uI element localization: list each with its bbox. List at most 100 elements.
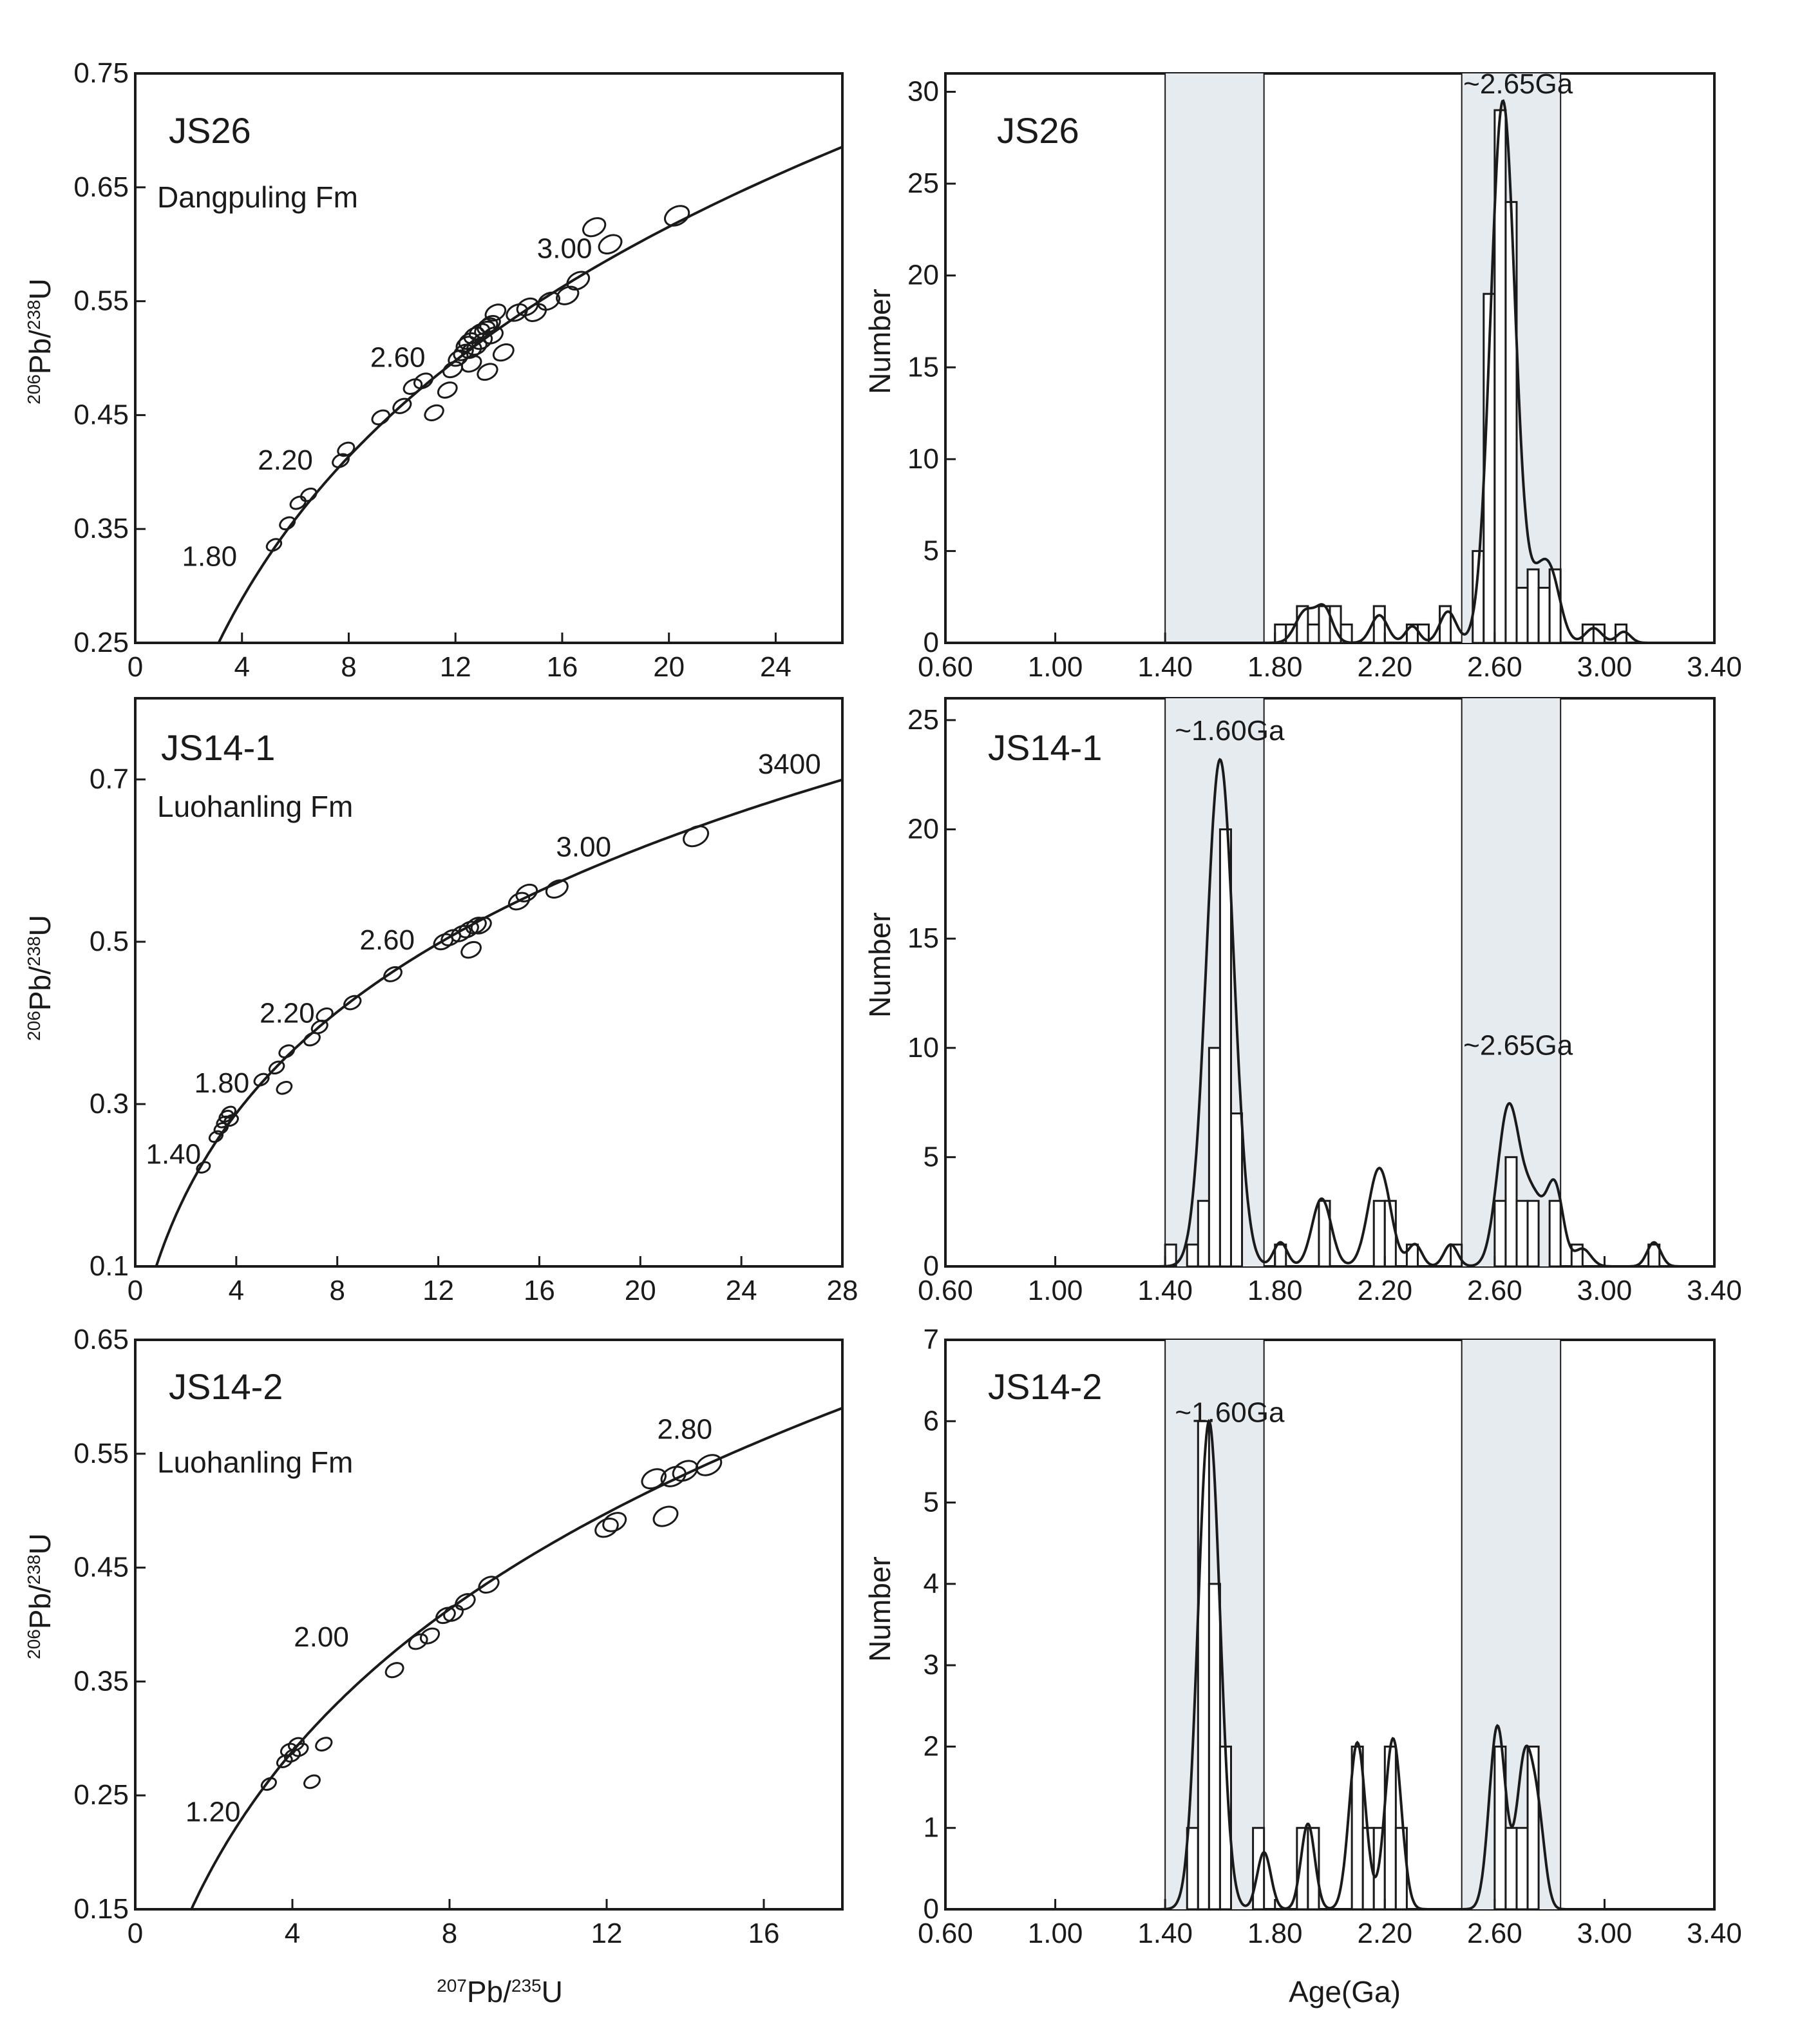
x-tick-label: 0.60 xyxy=(918,1918,973,1949)
age-label: 2.80 xyxy=(657,1413,712,1445)
plot-frame xyxy=(944,697,1716,1268)
y-axis-title: 206Pb/238U xyxy=(23,915,57,1041)
y-tick-label: 1 xyxy=(924,1812,939,1844)
histogram-bar xyxy=(1515,586,1529,643)
plot-frame xyxy=(134,1339,844,1911)
y-axis-title-post: U xyxy=(23,278,57,300)
plot-content xyxy=(155,778,842,1266)
x-tick-label: 3.40 xyxy=(1687,651,1742,683)
error-ellipse xyxy=(253,1073,270,1087)
histogram-bar xyxy=(1504,1827,1518,1909)
histogram-bar xyxy=(1548,1199,1562,1266)
x-tick-label: 16 xyxy=(524,1275,555,1306)
error-ellipse xyxy=(516,297,539,316)
plot-content xyxy=(1110,1340,1701,1909)
y-tick-label: 5 xyxy=(924,1487,939,1518)
error-ellipse xyxy=(276,1080,293,1095)
age-label: 3400 xyxy=(758,749,821,780)
error-ellipse xyxy=(303,1031,321,1047)
error-ellipse xyxy=(316,1007,334,1022)
y-tick-label: 5 xyxy=(924,1141,939,1172)
x-tick-label: 28 xyxy=(827,1275,858,1306)
error-ellipse xyxy=(287,1737,305,1751)
error-ellipse xyxy=(484,303,507,322)
error-ellipse xyxy=(291,1742,309,1757)
error-ellipse xyxy=(515,883,538,902)
y-axis-title-pre: 206 xyxy=(24,374,44,405)
error-ellipse xyxy=(545,879,569,899)
plot-area: 1.80 2.20 2.60 3.00 0 4 8 12 16 20 24 0.25 0.35 0.45 0… xyxy=(73,57,844,683)
error-ellipse xyxy=(265,538,283,552)
x-tick-label: 24 xyxy=(760,651,792,683)
error-ellipse xyxy=(303,1774,321,1789)
concordia-panel-js14-1: 1.40 1.80 2.20 2.60 3.00 3400 0 4 8 12 16 20 24 28 0.1… xyxy=(23,697,858,1306)
y-tick-label: 0.15 xyxy=(73,1893,129,1925)
error-ellipse xyxy=(455,1593,476,1611)
y-tick-label: 0.25 xyxy=(73,627,129,658)
x-axis-title: 207Pb/235U xyxy=(437,1975,563,2008)
plot-content xyxy=(1110,698,1701,1266)
concordia-curve xyxy=(189,1406,842,1909)
histogram-bar xyxy=(1186,1827,1199,1909)
histogram-bar xyxy=(1340,623,1353,643)
error-ellipse xyxy=(524,303,547,322)
y-tick-label: 20 xyxy=(907,814,939,845)
y-axis-title-main: Pb/ xyxy=(23,1585,57,1629)
error-ellipse xyxy=(221,1105,237,1119)
y-tick-label: 0.65 xyxy=(73,171,129,203)
histogram-bar xyxy=(1372,1199,1386,1266)
error-ellipse xyxy=(315,1737,333,1752)
y-tick-label: 0 xyxy=(924,1893,939,1925)
x-tick-label: 2.60 xyxy=(1467,651,1522,683)
age-label: 1.40 xyxy=(146,1138,201,1170)
histogram-bar xyxy=(1416,623,1430,643)
error-ellipse xyxy=(460,355,482,373)
x-tick-label: 2.20 xyxy=(1357,651,1412,683)
error-ellipse xyxy=(413,372,434,390)
age-label: 2.20 xyxy=(260,998,315,1029)
y-axis-title: 206Pb/238U xyxy=(23,1533,57,1659)
panel-title: JS14-1 xyxy=(161,727,275,768)
histogram-bar xyxy=(1647,1243,1661,1266)
error-ellipse xyxy=(482,326,504,345)
y-axis-title: 206Pb/238U xyxy=(23,278,57,405)
error-ellipse xyxy=(408,1633,428,1650)
panel-title: JS26 xyxy=(997,110,1079,151)
x-tick-label: 0 xyxy=(128,1918,143,1949)
y-tick-label: 0 xyxy=(924,627,939,658)
y-tick-label: 0.7 xyxy=(90,763,129,795)
x-tick-label: 0 xyxy=(128,1275,143,1306)
error-ellipse xyxy=(695,1454,723,1476)
error-ellipse xyxy=(660,1465,687,1487)
plot-frame xyxy=(134,697,844,1268)
y-axis-title-sup: 238 xyxy=(24,300,44,330)
x-tick-label: 3.40 xyxy=(1687,1275,1742,1306)
y-axis-title-pre: 206 xyxy=(24,1629,44,1659)
y-axis-title: Number xyxy=(863,289,896,394)
error-ellipse xyxy=(299,487,318,502)
y-tick-label: 0.75 xyxy=(73,57,129,89)
error-ellipse xyxy=(478,1576,500,1594)
x-tick-label: 16 xyxy=(546,651,578,683)
histogram-bar xyxy=(1515,1827,1529,1909)
histogram-bar xyxy=(1504,1156,1518,1266)
plot-area: ~1.60Ga ~2.65Ga 0.60 1.00 1.40 1.80 2.20 2.60 3.… xyxy=(907,697,1742,1306)
x-tick-label: 12 xyxy=(440,651,471,683)
error-ellipse xyxy=(276,1754,293,1769)
error-ellipse xyxy=(371,409,390,426)
x-tick-label: 1.00 xyxy=(1028,1918,1083,1949)
y-tick-label: 7 xyxy=(924,1324,939,1355)
error-ellipse xyxy=(196,1161,211,1174)
plot-area: 1.40 1.80 2.20 2.60 3.00 3400 0 4 8 12 16 20 24 28 0.1… xyxy=(90,697,858,1306)
age-label: 1.80 xyxy=(182,541,237,573)
x-tick-label: 3.00 xyxy=(1577,651,1633,683)
y-tick-label: 0.3 xyxy=(90,1088,129,1120)
y-tick-label: 2 xyxy=(924,1730,939,1762)
histogram-panel-js14-2: ~1.60Ga 0.60 1.00 1.40 1.80 2.20 2.60 3.00 3.40 0… xyxy=(863,1324,1742,2008)
x-axis-title-sup: 235 xyxy=(511,1976,542,1996)
x-tick-label: 12 xyxy=(422,1275,454,1306)
age-band xyxy=(1165,73,1264,643)
plot-frame xyxy=(944,1339,1716,1911)
formation-label: Luohanling Fm xyxy=(157,1445,353,1479)
